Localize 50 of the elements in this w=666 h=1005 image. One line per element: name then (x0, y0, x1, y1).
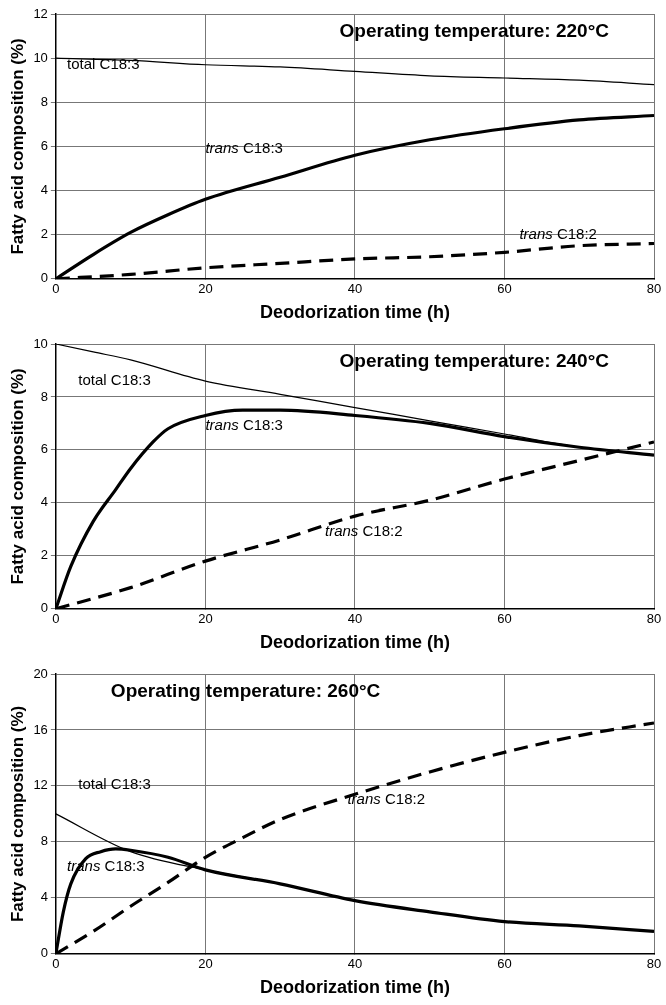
series-label: trans C18:2 (519, 224, 597, 242)
y-tick-label: 12 (33, 777, 48, 793)
y-tick-label: 6 (40, 441, 48, 457)
y-tick-label: 8 (40, 388, 48, 404)
series-label: total C18:3 (78, 371, 151, 389)
y-tick-label: 8 (40, 93, 48, 109)
text: total C18:3 (78, 774, 151, 792)
y-tick-label: 4 (40, 889, 48, 905)
x-tick-label: 40 (347, 281, 363, 297)
y-tick-label: 8 (40, 833, 48, 849)
y-axis-title: Fatty acid composition (%) (7, 705, 27, 923)
y-axis-title: Fatty acid composition (%) (7, 38, 27, 255)
y-tick-label: 0 (40, 600, 48, 616)
x-tick-label: 80 (646, 611, 662, 627)
y-tick-label: 0 (40, 945, 48, 961)
x-axis-title: Deodorization time (h) (259, 632, 450, 653)
series-label: trans C18:2 (325, 522, 403, 540)
y-tick-label: 4 (40, 182, 48, 198)
y-tick-label: 6 (40, 137, 48, 153)
y-tick-label: 16 (33, 721, 48, 737)
x-tick-label: 20 (198, 956, 213, 972)
series-label: trans C18:2 (347, 790, 425, 808)
series-label: trans C18:3 (205, 138, 283, 156)
y-tick-label: 4 (40, 494, 48, 510)
chart-title: Operating temperature: 240°C (339, 349, 610, 371)
series-label: trans C18:3 (205, 416, 283, 434)
x-axis-title: Deodorization time (h) (259, 302, 450, 323)
x-tick-label: 20 (198, 281, 213, 297)
chart-title: Operating temperature: 260°C (110, 679, 381, 701)
x-tick-label: 60 (497, 611, 512, 627)
x-tick-label: 40 (347, 611, 363, 627)
y-tick-label: 12 (33, 5, 48, 21)
y-tick-label: 10 (33, 335, 48, 351)
y-axis-title: Fatty acid composition (%) (7, 368, 27, 585)
x-tick-label: 0 (52, 956, 60, 972)
x-tick-label: 60 (497, 281, 512, 297)
chart-title: Operating temperature: 220°C (339, 19, 610, 41)
x-tick-label: 80 (646, 281, 662, 297)
x-axis-title: Deodorization time (h) (259, 977, 450, 998)
y-tick-label: 2 (40, 547, 48, 563)
x-tick-label: 0 (52, 611, 60, 627)
y-tick-label: 0 (40, 270, 48, 286)
x-tick-label: 0 (52, 281, 60, 297)
x-tick-label: 20 (198, 611, 213, 627)
y-tick-label: 10 (33, 49, 48, 65)
x-tick-label: 40 (347, 956, 363, 972)
x-tick-label: 80 (646, 956, 662, 972)
y-tick-label: 2 (40, 226, 48, 242)
y-tick-label: 20 (33, 665, 48, 681)
x-tick-label: 60 (497, 956, 512, 972)
